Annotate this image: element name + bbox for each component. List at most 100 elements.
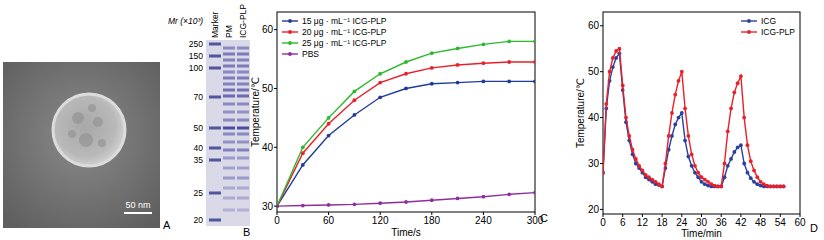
x-tick-label: 12 — [637, 217, 649, 228]
x-tick-label: 120 — [372, 215, 389, 226]
protein-band — [237, 187, 249, 190]
protein-band — [223, 133, 235, 136]
protein-band — [237, 65, 249, 68]
point — [533, 80, 535, 84]
legend-label: PBS — [302, 49, 319, 59]
point — [277, 204, 279, 208]
point — [703, 182, 707, 186]
point — [772, 185, 776, 189]
point — [726, 164, 730, 168]
protein-band — [237, 59, 249, 62]
point — [353, 202, 357, 206]
x-tick-label: 30 — [696, 217, 708, 228]
point — [456, 63, 460, 67]
point — [746, 143, 750, 147]
point — [277, 204, 279, 208]
panel-label: B — [243, 226, 250, 238]
protein-band — [223, 89, 235, 92]
point — [614, 56, 618, 60]
point — [634, 157, 638, 161]
protein-band — [237, 167, 249, 170]
x-tick-label: 60 — [794, 217, 806, 228]
legend-marker — [288, 19, 292, 23]
x-tick-label: 0 — [274, 215, 280, 226]
scale-bar — [124, 212, 152, 214]
point — [726, 129, 730, 133]
point — [647, 175, 651, 179]
protein-band — [223, 47, 235, 50]
point — [680, 111, 684, 115]
protein-band — [237, 89, 249, 92]
legend-marker — [288, 41, 292, 45]
point — [693, 164, 697, 168]
figure: 50 nmAMr (×10³)250150100705040352520Mark… — [0, 0, 824, 240]
protein-band — [223, 197, 235, 200]
y-tick — [600, 117, 603, 118]
point — [404, 72, 408, 76]
protein-band — [223, 177, 235, 180]
point — [430, 198, 434, 202]
protein-band — [223, 95, 235, 98]
point — [696, 175, 700, 179]
protein-band — [223, 71, 235, 74]
marker-band — [209, 219, 221, 222]
series-line — [603, 53, 784, 186]
point — [614, 49, 618, 53]
point — [430, 82, 434, 86]
point — [627, 134, 631, 138]
marker-band — [209, 67, 221, 70]
point — [654, 180, 658, 184]
point — [430, 51, 434, 55]
gel-background — [206, 40, 250, 226]
point — [533, 191, 535, 195]
point — [765, 184, 769, 188]
point — [673, 93, 677, 97]
point — [641, 168, 645, 172]
point — [739, 143, 743, 147]
legend-marker — [288, 30, 292, 34]
point — [700, 175, 704, 179]
point — [752, 180, 756, 184]
series-line — [277, 81, 535, 206]
legend-marker — [288, 52, 292, 56]
point — [378, 201, 382, 205]
legend-label: 25 μg · mL⁻¹ ICG-PLP — [302, 38, 387, 48]
protein-band — [237, 103, 249, 106]
marker-label: 100 — [189, 63, 203, 73]
y-tick-label: 40 — [588, 112, 600, 123]
point — [677, 79, 681, 83]
point — [301, 204, 305, 208]
protein-band — [237, 149, 249, 152]
point — [719, 185, 723, 189]
point — [762, 182, 766, 186]
point — [765, 185, 769, 189]
point — [482, 80, 486, 84]
plot-area — [277, 40, 535, 209]
marker-band — [209, 55, 221, 58]
x-tick-label: 48 — [755, 217, 767, 228]
point — [716, 185, 720, 189]
point — [670, 111, 674, 115]
protein-band — [237, 83, 249, 86]
point — [749, 159, 753, 163]
protein-band — [237, 209, 249, 212]
protein-band — [223, 59, 235, 62]
point — [759, 180, 763, 184]
y-tick-label: 50 — [588, 66, 600, 77]
legend-label: ICG — [761, 16, 776, 26]
marker-band — [209, 43, 221, 46]
point — [716, 185, 720, 189]
protein-band — [223, 127, 235, 130]
y-tick-label: 60 — [588, 20, 600, 31]
point — [657, 182, 661, 186]
point — [739, 74, 743, 78]
point — [690, 152, 694, 156]
point — [378, 81, 382, 85]
series-line — [277, 193, 535, 207]
y-tick — [600, 209, 603, 210]
marker-band — [209, 192, 221, 195]
lane-label: Marker — [210, 11, 220, 38]
point — [624, 116, 628, 120]
point — [327, 116, 331, 120]
point — [690, 164, 694, 168]
